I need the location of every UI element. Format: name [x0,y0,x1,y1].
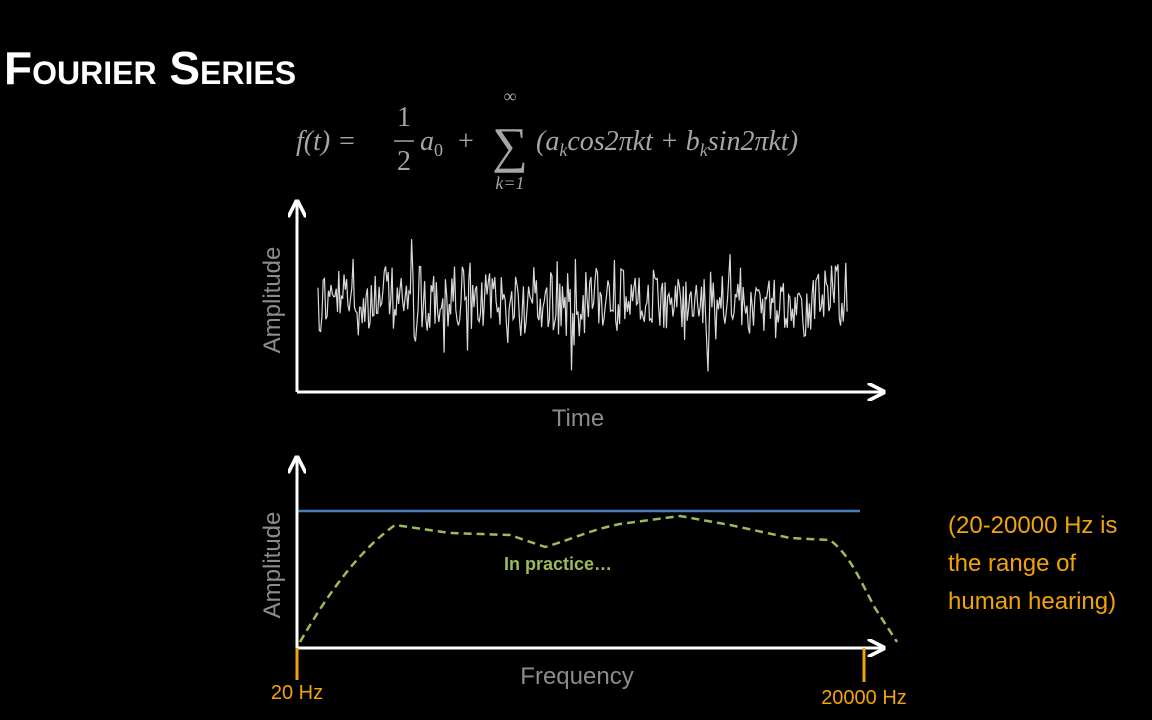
y-axis-label: Amplitude [259,247,286,354]
note-line: the range of [948,550,1076,577]
marker-label: 20000 Hz [821,687,907,709]
slide-title: Fourier Series [4,42,296,94]
note-line: human hearing) [948,588,1116,615]
open: (a [536,126,559,157]
sum-upper: ∞ [504,86,517,106]
formula-a: a0 [420,126,443,160]
cos-term: cos2πkt + b [567,126,699,157]
formula-sum: ∑ [492,117,528,173]
x-axis-label: Frequency [520,663,633,690]
formula-denominator: 2 [397,146,411,177]
note-line: (20-20000 Hz is [948,512,1117,539]
marker-label: 20 Hz [271,682,323,704]
sum-lower: k=1 [495,173,524,193]
formula-body: (akcos2πkt + bksin2πkt) [536,126,798,160]
waveform [317,239,848,372]
formula-numerator: 1 [397,102,411,133]
waveform-trace [317,239,848,372]
a-sub: 0 [434,140,443,160]
x-axis-label: Time [552,405,604,432]
sin-term: sin2πkt) [708,126,798,157]
practical-response [298,514,899,643]
y-axis-label: Amplitude [259,512,286,619]
formula: f(t) = 1 2 a0 + ∑ ∞ k=1 (akcos2πkt + bks… [296,86,798,193]
note: (20-20000 Hz is the range of human heari… [948,512,1117,615]
formula-plus: + [458,126,474,157]
annotation: In practice… [504,554,612,574]
formula-lhs: f(t) = [296,126,356,157]
k-sub: k [559,140,568,160]
k-sub: k [700,140,709,160]
a: a [420,126,434,157]
